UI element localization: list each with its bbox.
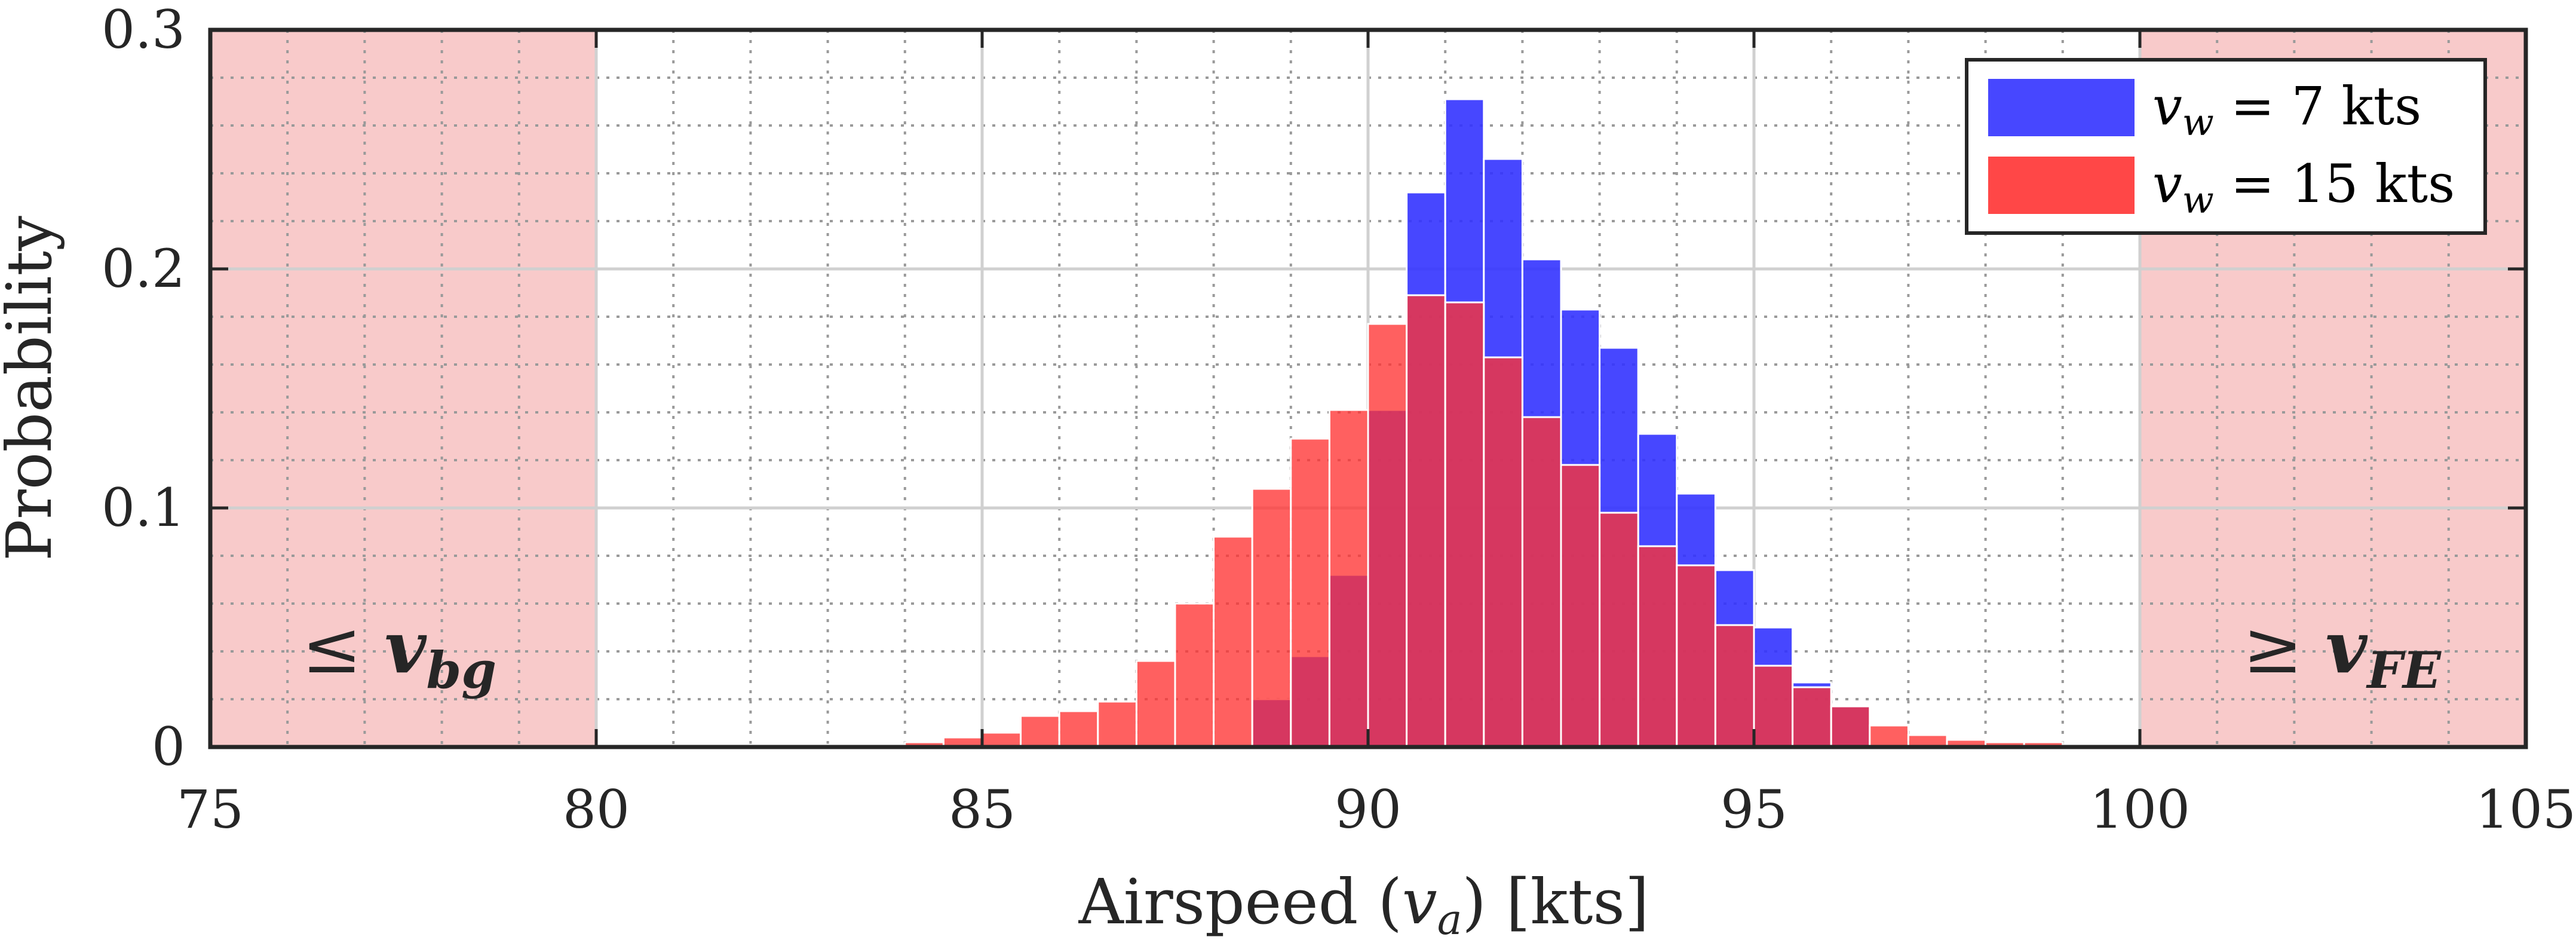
region-label-0: ≤ vbg xyxy=(302,605,496,700)
legend-label-15kts: vw = 15 kts xyxy=(2152,153,2455,222)
bar-15kts-89.5 xyxy=(1328,409,1369,748)
bar-15kts-85.5 xyxy=(1020,715,1060,748)
bar-15kts-95 xyxy=(1753,665,1794,748)
x-tick-label-90: 90 xyxy=(1335,779,1402,840)
legend-label-7kts: vw = 7 kts xyxy=(2152,75,2421,144)
bar-15kts-95.5 xyxy=(1792,686,1832,748)
x-tick-label-75: 75 xyxy=(177,779,244,840)
shaded-region-0 xyxy=(210,30,596,747)
bar-15kts-94.5 xyxy=(1714,624,1755,748)
x-tick-label-100: 100 xyxy=(2090,779,2190,840)
bar-15kts-92.5 xyxy=(1560,464,1601,748)
legend-swatch-7kts xyxy=(1988,79,2135,136)
region-labels: ≤ vbg ≥ vFE xyxy=(302,605,2442,700)
bar-15kts-93 xyxy=(1599,512,1639,748)
bar-15kts-90.5 xyxy=(1406,294,1446,748)
y-tick-label-0.1: 0.1 xyxy=(102,477,185,538)
x-tick-labels: 75 80 85 90 95 100 105 xyxy=(177,779,2576,840)
legend-swatch-15kts xyxy=(1988,157,2135,214)
bar-15kts-88 xyxy=(1213,535,1253,748)
bar-15kts-90 xyxy=(1367,323,1408,748)
region-label-1: ≥ vFE xyxy=(2243,605,2442,700)
bar-15kts-96.5 xyxy=(1869,724,1909,748)
bar-15kts-86 xyxy=(1058,710,1099,748)
bar-15kts-94 xyxy=(1676,564,1716,748)
bar-15kts-88.5 xyxy=(1251,488,1292,748)
bar-15kts-89 xyxy=(1290,437,1330,748)
x-axis-title: Airspeed (va) [kts] xyxy=(1078,865,1649,944)
bar-15kts-91.5 xyxy=(1483,356,1523,748)
bar-15kts-96 xyxy=(1830,705,1871,748)
bar-15kts-87.5 xyxy=(1174,602,1215,748)
bar-15kts-85 xyxy=(981,731,1022,748)
y-tick-label-0.2: 0.2 xyxy=(102,238,185,299)
y-tick-label-0.3: 0.3 xyxy=(102,0,185,60)
axis-ticks xyxy=(208,28,2528,749)
bar-15kts-93.5 xyxy=(1637,545,1678,748)
y-axis-title: Probability xyxy=(0,216,66,561)
x-tick-label-95: 95 xyxy=(1721,779,1787,840)
legend: vw = 7 kts vw = 15 kts xyxy=(1965,58,2487,235)
bar-15kts-86.5 xyxy=(1097,700,1137,748)
x-tick-label-80: 80 xyxy=(563,779,630,840)
bar-15kts-92 xyxy=(1521,416,1562,748)
x-tick-label-105: 105 xyxy=(2476,779,2576,840)
series-15kts-bars xyxy=(711,294,2102,748)
bar-15kts-87 xyxy=(1135,660,1176,748)
x-tick-label-85: 85 xyxy=(949,779,1016,840)
bar-15kts-91 xyxy=(1444,301,1485,748)
y-tick-labels: 0 0.1 0.2 0.3 xyxy=(102,0,185,777)
y-tick-label-0: 0 xyxy=(152,716,185,777)
